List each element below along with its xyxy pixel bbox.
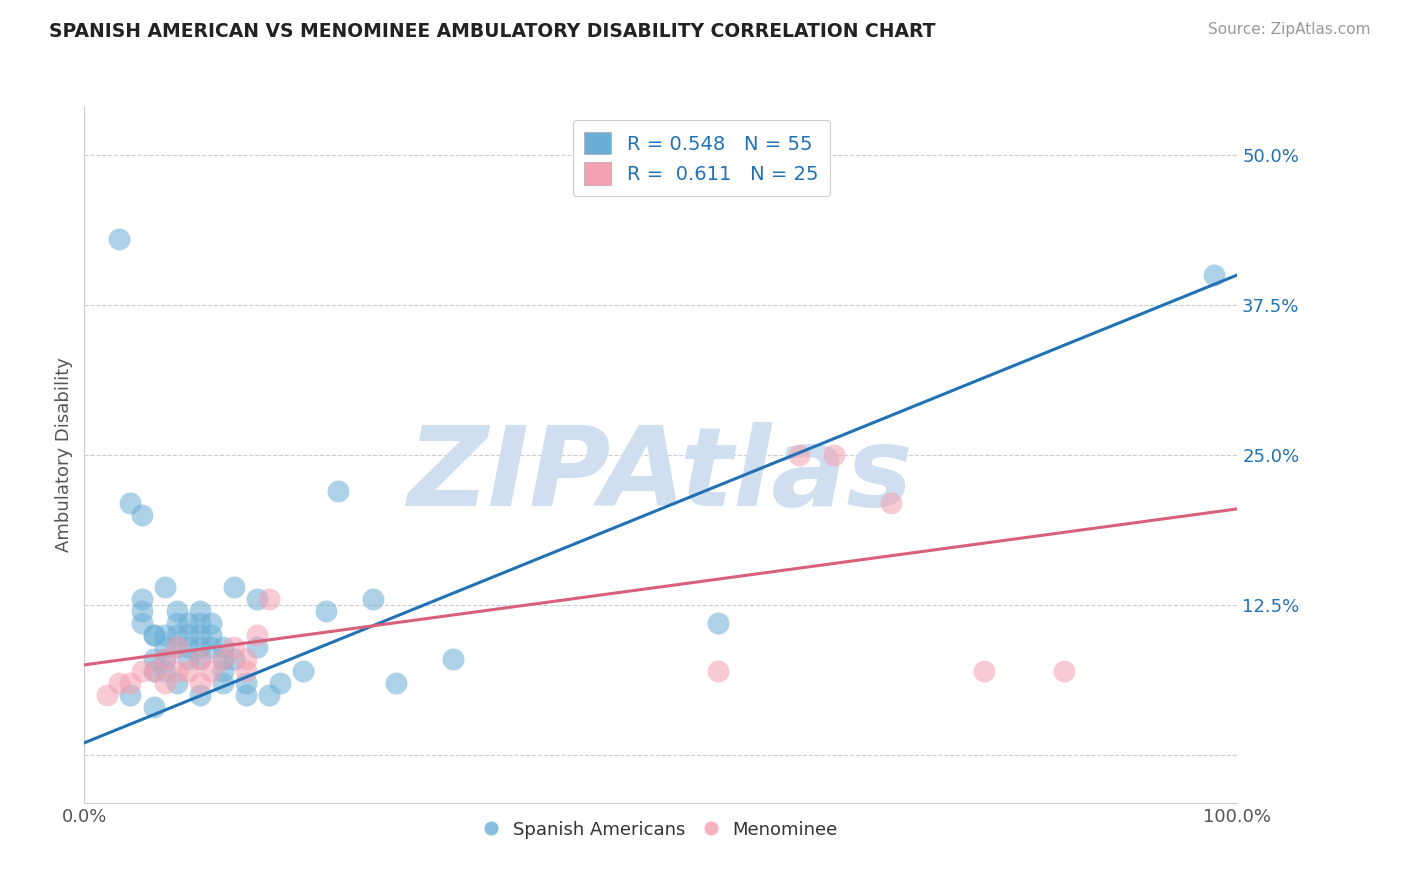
Point [823,448,845,462]
Point [120,688,142,702]
Point [96,688,118,702]
Point [177,628,200,642]
Point [257,688,280,702]
Point [131,508,153,522]
Point [246,591,269,606]
Point [224,652,246,666]
Point [246,640,269,654]
Point [787,448,810,462]
Point [211,652,233,666]
Point [200,640,222,654]
Point [142,699,165,714]
Point [441,652,464,666]
Point [131,604,153,618]
Point [166,664,188,678]
Text: SPANISH AMERICAN VS MENOMINEE AMBULATORY DISABILITY CORRELATION CHART: SPANISH AMERICAN VS MENOMINEE AMBULATORY… [49,22,936,41]
Point [108,676,131,690]
Point [257,591,280,606]
Point [131,591,153,606]
Point [880,496,903,510]
Text: ZIPAtlas: ZIPAtlas [408,422,914,529]
Point [707,664,730,678]
Point [142,652,165,666]
Legend: Spanish Americans, Menominee: Spanish Americans, Menominee [477,814,845,846]
Point [973,664,995,678]
Point [177,640,200,654]
Point [188,604,211,618]
Point [269,676,291,690]
Point [177,615,200,630]
Point [177,664,200,678]
Point [200,615,222,630]
Point [188,676,211,690]
Point [153,640,176,654]
Point [153,652,176,666]
Point [188,652,211,666]
Point [142,628,165,642]
Point [235,688,257,702]
Point [142,628,165,642]
Point [200,664,222,678]
Point [153,676,176,690]
Point [131,615,153,630]
Text: Source: ZipAtlas.com: Source: ZipAtlas.com [1208,22,1371,37]
Point [361,591,384,606]
Y-axis label: Ambulatory Disability: Ambulatory Disability [55,358,73,552]
Point [326,483,349,498]
Point [235,664,257,678]
Point [224,640,246,654]
Point [166,640,188,654]
Point [153,652,176,666]
Point [166,676,188,690]
Point [177,652,200,666]
Point [224,580,246,594]
Point [211,640,233,654]
Point [188,640,211,654]
Point [188,652,211,666]
Point [188,688,211,702]
Point [120,676,142,690]
Point [1204,268,1226,282]
Point [153,580,176,594]
Point [142,664,165,678]
Point [153,664,176,678]
Point [1053,664,1076,678]
Point [235,652,257,666]
Point [292,664,315,678]
Point [166,615,188,630]
Point [707,615,730,630]
Point [131,664,153,678]
Point [211,652,233,666]
Point [188,628,211,642]
Point [142,664,165,678]
Point [166,604,188,618]
Point [166,628,188,642]
Point [384,676,406,690]
Point [188,615,211,630]
Point [153,628,176,642]
Point [211,664,233,678]
Point [246,628,269,642]
Point [108,232,131,246]
Point [166,640,188,654]
Point [235,676,257,690]
Point [211,676,233,690]
Point [315,604,337,618]
Point [120,496,142,510]
Point [200,628,222,642]
